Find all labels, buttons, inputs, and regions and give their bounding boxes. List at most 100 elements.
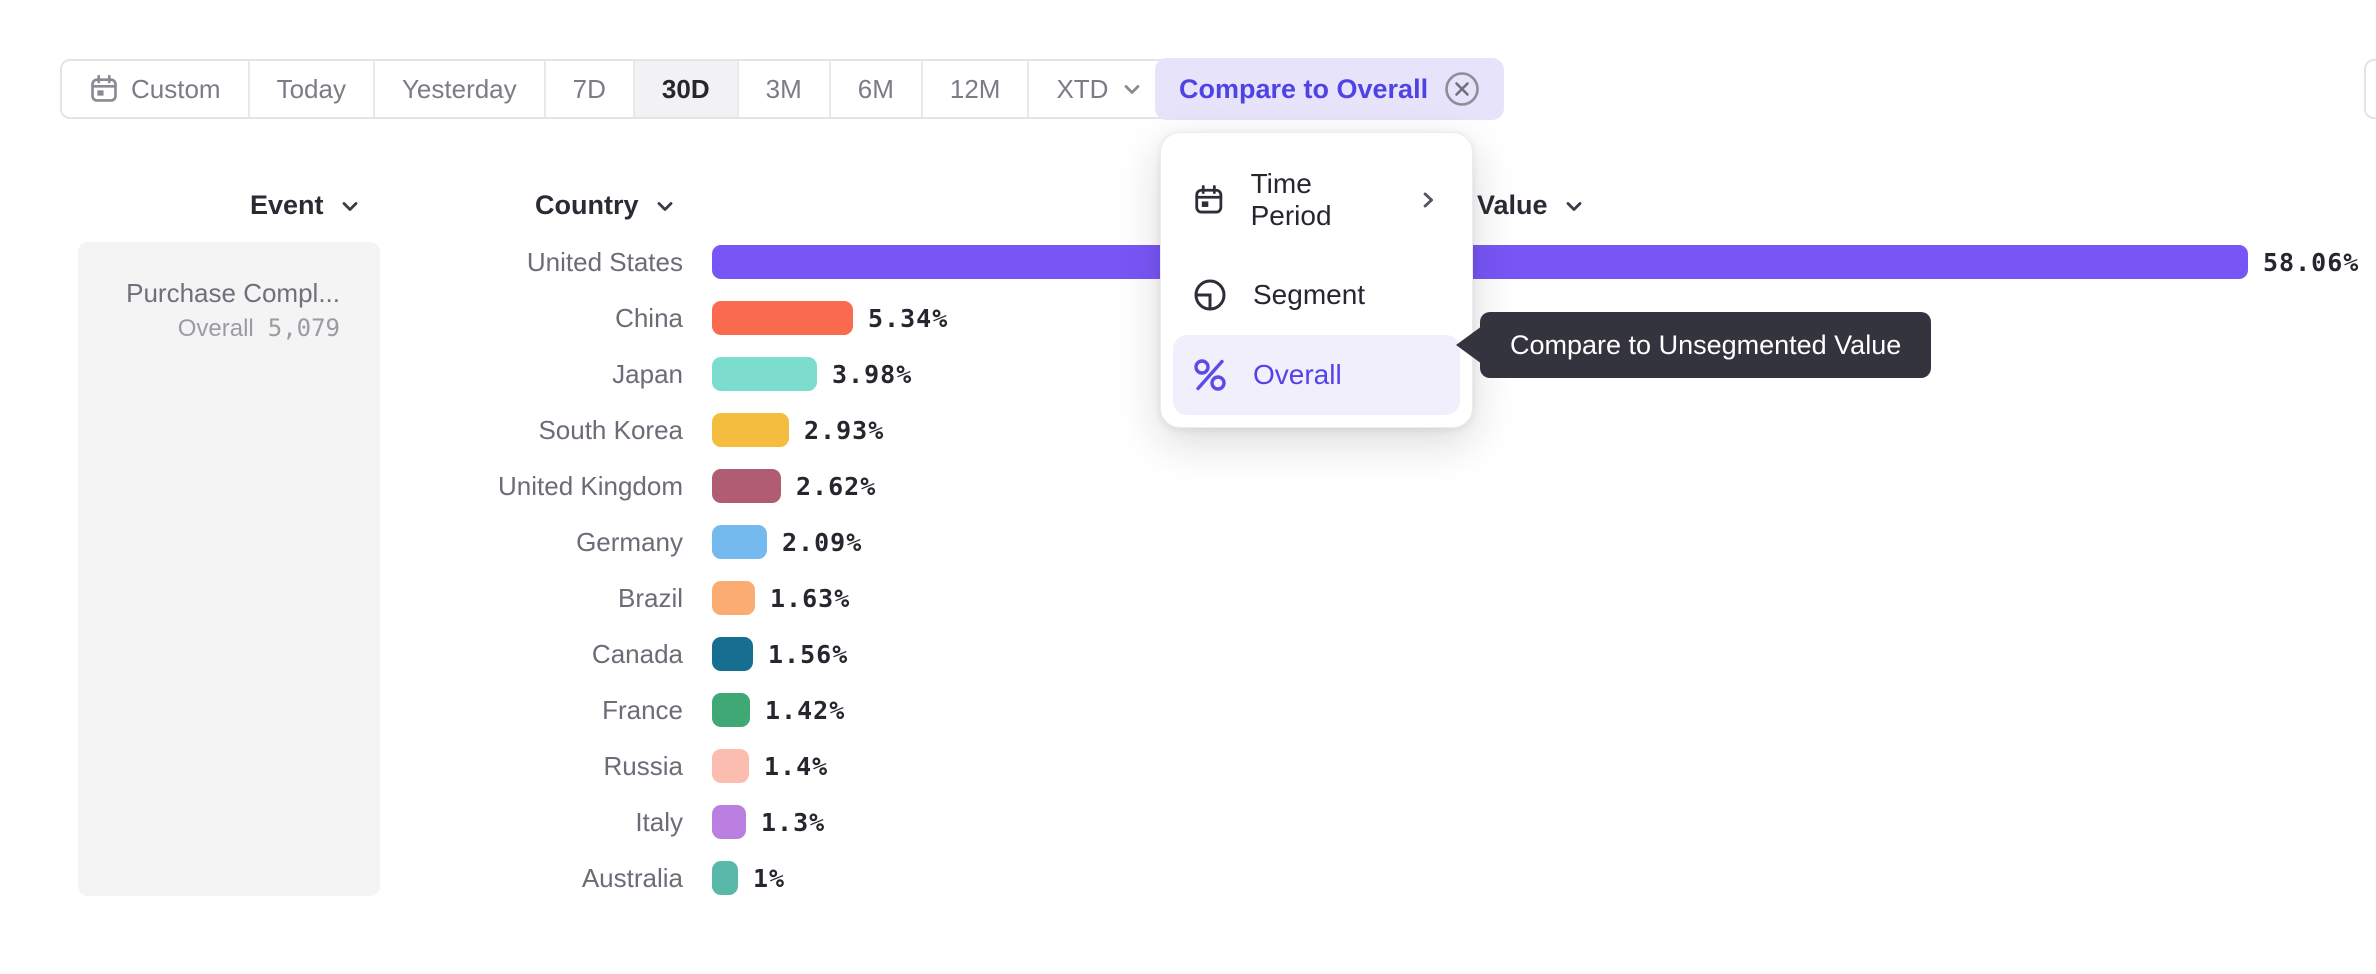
country-label: China [615, 302, 683, 333]
bar-segment[interactable] [712, 581, 755, 615]
time-range-label: 3M [765, 73, 802, 104]
bar-segment[interactable] [712, 805, 746, 839]
bar-row-germany: Germany 2.09% [0, 514, 2376, 570]
bar-value-label: 1.42% [765, 695, 846, 725]
bar-row-south-korea: South Korea 2.93% [0, 402, 2376, 458]
time-range-button-7d[interactable]: 7D [546, 61, 635, 117]
menu-item-label: Overall [1253, 359, 1342, 390]
country-label: France [602, 694, 683, 725]
column-header-country-label: Country [535, 190, 639, 220]
bar-value-label: 2.09% [782, 527, 863, 557]
menu-item-label: Time Period [1250, 168, 1332, 231]
bar-value-label: 1.56% [768, 639, 849, 669]
country-label: South Korea [538, 414, 683, 445]
time-range-button-12m[interactable]: 12M [923, 61, 1030, 117]
bar-row-united-states: United States 58.06% [0, 234, 2376, 290]
time-range-label: 7D [572, 73, 606, 104]
calendar-icon [1195, 185, 1223, 214]
time-range-label: XTD [1056, 73, 1109, 104]
segment-icon [1194, 279, 1226, 311]
bar-segment[interactable] [712, 357, 817, 391]
time-range-button-xtd[interactable]: XTD [1029, 61, 1171, 117]
bar-segment[interactable] [712, 469, 781, 503]
time-range-button-custom[interactable]: Custom [62, 61, 250, 117]
bar-row-italy: Italy 1.3% [0, 794, 2376, 850]
time-range-label: 30D [661, 73, 710, 104]
country-label: United Kingdom [498, 470, 683, 501]
time-range-label: 6M [857, 73, 894, 104]
compare-to-overall-chip[interactable]: Compare to Overall [1155, 58, 1505, 120]
time-range-label: Yesterday [401, 73, 517, 104]
tooltip-arrow-left [1456, 326, 1482, 364]
menu-item-overall[interactable]: Overall [1173, 335, 1460, 415]
bar-segment[interactable] [712, 525, 767, 559]
bar-row-united-kingdom: United Kingdom 2.62% [0, 458, 2376, 514]
chevron-down-icon [657, 201, 672, 211]
time-range-label: Custom [131, 73, 221, 104]
time-range-label: Today [276, 73, 346, 104]
event-card-overall-label: Overall [177, 315, 254, 342]
bar-value-label: 1% [753, 863, 786, 893]
bar-row-china: China 5.34% [0, 290, 2376, 346]
menu-item-segment[interactable]: Segment [1173, 255, 1460, 335]
bar-value-label: 58.06% [2263, 247, 2360, 277]
bar-row-canada: Canada 1.56% [0, 626, 2376, 682]
country-label: Australia [581, 862, 683, 893]
bar-row-russia: Russia 1.4% [0, 738, 2376, 794]
time-range-button-30d[interactable]: 30D [634, 61, 739, 117]
event-card-overall-value: 5,079 [267, 314, 340, 342]
country-label: Italy [635, 806, 683, 837]
chevron-right-icon [1423, 192, 1433, 208]
chevron-down-icon [342, 201, 357, 211]
time-range-label: 12M [949, 73, 1001, 104]
country-label: Canada [591, 638, 683, 669]
calendar-icon [91, 74, 117, 102]
bar-row-australia: Australia 1% [0, 850, 2376, 906]
country-label: Germany [576, 526, 683, 557]
percent-icon [1194, 359, 1226, 391]
bar-value-label: 2.93% [804, 415, 885, 445]
compare-dropdown-menu: Time Period Segment Overall [1160, 132, 1473, 428]
country-label: Russia [603, 750, 683, 781]
bar-segment[interactable] [712, 413, 789, 447]
bar-value-label: 2.62% [796, 471, 877, 501]
chevron-down-icon [1566, 201, 1581, 211]
country-label: United States [526, 246, 683, 277]
time-range-button-3m[interactable]: 3M [739, 61, 831, 117]
column-header-value-label: Value [1477, 190, 1548, 220]
column-header-value[interactable]: Value [1477, 190, 1586, 221]
column-header-event-label: Event [250, 190, 324, 220]
bar-row-brazil: Brazil 1.63% [0, 570, 2376, 626]
tooltip: Compare to Unsegmented Value [1456, 312, 1932, 378]
bar-segment[interactable] [712, 245, 2248, 279]
bar-value-label: 1.4% [764, 751, 829, 781]
bar-chart: United States 58.06% China 5.34% Japan 3.98% S… [0, 234, 2376, 906]
bar-row-france: France 1.42% [0, 682, 2376, 738]
bar-segment[interactable] [712, 301, 853, 335]
time-range-toolbar: Custom Today Yesterday 7D 30D 3M 6M 12M XTD [60, 59, 1174, 119]
bar-segment[interactable] [712, 637, 753, 671]
bar-row-japan: Japan 3.98% [0, 346, 2376, 402]
menu-item-label: Segment [1253, 279, 1366, 310]
time-range-button-6m[interactable]: 6M [831, 61, 923, 117]
compare-chip-label: Compare to Overall [1179, 73, 1429, 104]
event-card[interactable]: Purchase Compl... Overall 5,079 [78, 242, 380, 896]
x-circle-icon[interactable] [1444, 71, 1480, 107]
column-header-country[interactable]: Country [535, 190, 677, 221]
event-card-title: Purchase Compl... [126, 278, 340, 308]
bar-value-label: 1.3% [761, 807, 826, 837]
bar-value-label: 3.98% [832, 359, 913, 389]
bar-value-label: 1.63% [770, 583, 851, 613]
bar-segment[interactable] [712, 693, 750, 727]
time-range-button-today[interactable]: Today [250, 61, 375, 117]
partial-button-right-edge[interactable] [2364, 59, 2376, 119]
country-label: Japan [612, 358, 683, 389]
time-range-button-yesterday[interactable]: Yesterday [375, 61, 546, 117]
bar-segment[interactable] [712, 749, 749, 783]
column-header-event[interactable]: Event [250, 190, 362, 221]
chevron-down-icon [1125, 85, 1140, 94]
menu-item-time-period[interactable]: Time Period [1173, 145, 1460, 255]
tooltip-text: Compare to Unsegmented Value [1510, 329, 1902, 360]
country-label: Brazil [617, 582, 683, 613]
bar-segment[interactable] [712, 861, 738, 895]
